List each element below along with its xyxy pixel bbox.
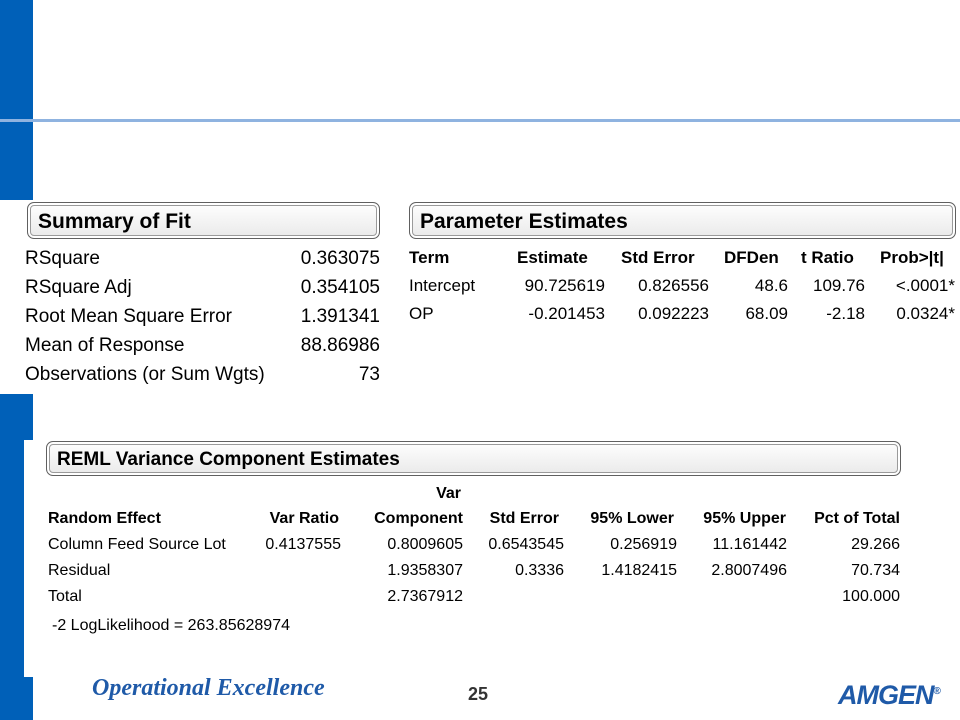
- cell-upper: 11.161442: [712, 536, 787, 553]
- fit-row: RSquare 0.363075: [25, 244, 380, 273]
- table-row: Column Feed Source Lot 0.4137555 0.80096…: [0, 532, 960, 558]
- cell-term: OP: [409, 304, 434, 323]
- fit-value: 88.86986: [300, 335, 380, 356]
- left-accent-bar-lower: [0, 394, 33, 440]
- cell-var-component: 2.7367912: [387, 588, 463, 605]
- footer-title: Operational Excellence: [92, 675, 325, 701]
- logo-mark: ®: [933, 686, 941, 697]
- cell-random-effect: Column Feed Source Lot: [48, 536, 226, 553]
- cell-prob: <.0001*: [895, 276, 955, 295]
- fit-label: Root Mean Square Error: [25, 306, 232, 327]
- cell-pct: 29.266: [851, 536, 900, 553]
- cell-pct: 70.734: [851, 562, 900, 579]
- summary-of-fit-title[interactable]: Summary of Fit: [27, 202, 380, 239]
- reml-variance-title[interactable]: REML Variance Component Estimates: [46, 441, 901, 476]
- left-accent-bar-bottom: [0, 440, 24, 677]
- page-number: 25: [468, 684, 489, 704]
- cell-term: Intercept: [409, 276, 476, 295]
- loglikelihood-text: -2 LogLikelihood = 263.85628974: [52, 617, 290, 634]
- table-row: Intercept 90.725619 0.826556 48.6 109.76…: [0, 272, 960, 300]
- column-header: DFDen: [724, 248, 779, 267]
- fit-value: 0.363075: [300, 248, 380, 269]
- fit-label: RSquare Adj: [25, 277, 132, 298]
- cell-random-effect: Residual: [48, 562, 111, 579]
- column-header: Random Effect: [48, 510, 161, 527]
- parameter-estimates-header: Term Estimate Std Error DFDen t Ratio Pr…: [0, 244, 960, 272]
- cell-var-component: 0.8009605: [387, 536, 463, 553]
- fit-label: Mean of Response: [25, 335, 185, 356]
- fit-value: 0.354105: [300, 277, 380, 298]
- left-accent-bar-mid: [0, 200, 18, 394]
- column-header: Pct of Total: [814, 510, 900, 527]
- cell-pct: 100.000: [842, 588, 900, 605]
- column-header: 95% Lower: [590, 510, 674, 527]
- cell-dfden: 68.09: [745, 304, 788, 323]
- reml-header: Random Effect Var Ratio Component Std Er…: [0, 506, 960, 532]
- column-header-top: Var: [436, 485, 461, 502]
- table-row: Total 2.7367912 100.000: [0, 584, 960, 610]
- fit-row: RSquare Adj 0.354105: [25, 273, 380, 302]
- cell-var-ratio: 0.4137555: [265, 536, 341, 553]
- cell-estimate: 90.725619: [524, 276, 605, 295]
- fit-row: Observations (or Sum Wgts) 73: [25, 360, 380, 389]
- cell-upper: 2.8007496: [711, 562, 787, 579]
- table-row: OP -0.201453 0.092223 68.09 -2.18 0.0324…: [0, 300, 960, 328]
- cell-std-error: 0.3336: [515, 562, 564, 579]
- cell-estimate: -0.201453: [528, 304, 605, 323]
- fit-row: Root Mean Square Error 1.391341: [25, 302, 380, 331]
- cell-lower: 0.256919: [610, 536, 677, 553]
- column-header: Term: [409, 248, 450, 267]
- left-accent-bar-foot: [0, 677, 33, 720]
- column-header: t Ratio: [801, 248, 854, 267]
- fit-row: Mean of Response 88.86986: [25, 331, 380, 360]
- column-header: Prob>|t|: [880, 248, 944, 267]
- cell-std-error: 0.6543545: [488, 536, 564, 553]
- left-accent-bar-top: [0, 0, 33, 200]
- column-header: Estimate: [517, 248, 588, 267]
- parameter-estimates-title[interactable]: Parameter Estimates: [409, 202, 956, 239]
- reml-header-top: Var: [0, 481, 960, 507]
- column-header: Std Error: [621, 248, 695, 267]
- cell-std-error: 0.826556: [638, 276, 709, 295]
- cell-prob: 0.0324*: [896, 304, 955, 323]
- cell-t-ratio: -2.18: [826, 304, 865, 323]
- header-rule: [0, 119, 960, 122]
- fit-label: Observations (or Sum Wgts): [25, 364, 265, 385]
- cell-var-component: 1.9358307: [387, 562, 463, 579]
- column-header: Std Error: [489, 510, 559, 527]
- column-header: 95% Upper: [703, 510, 786, 527]
- logo-text: AMGEN: [838, 680, 934, 710]
- column-header: Component: [374, 510, 463, 527]
- cell-std-error: 0.092223: [638, 304, 709, 323]
- cell-lower: 1.4182415: [601, 562, 677, 579]
- column-header: Var Ratio: [269, 510, 339, 527]
- fit-label: RSquare: [25, 248, 100, 269]
- fit-value: 73: [358, 364, 380, 385]
- cell-t-ratio: 109.76: [813, 276, 865, 295]
- amgen-logo: AMGEN®: [838, 680, 941, 711]
- table-row: Residual 1.9358307 0.3336 1.4182415 2.80…: [0, 558, 960, 584]
- fit-value: 1.391341: [300, 306, 380, 327]
- cell-dfden: 48.6: [754, 276, 788, 295]
- cell-random-effect: Total: [48, 588, 82, 605]
